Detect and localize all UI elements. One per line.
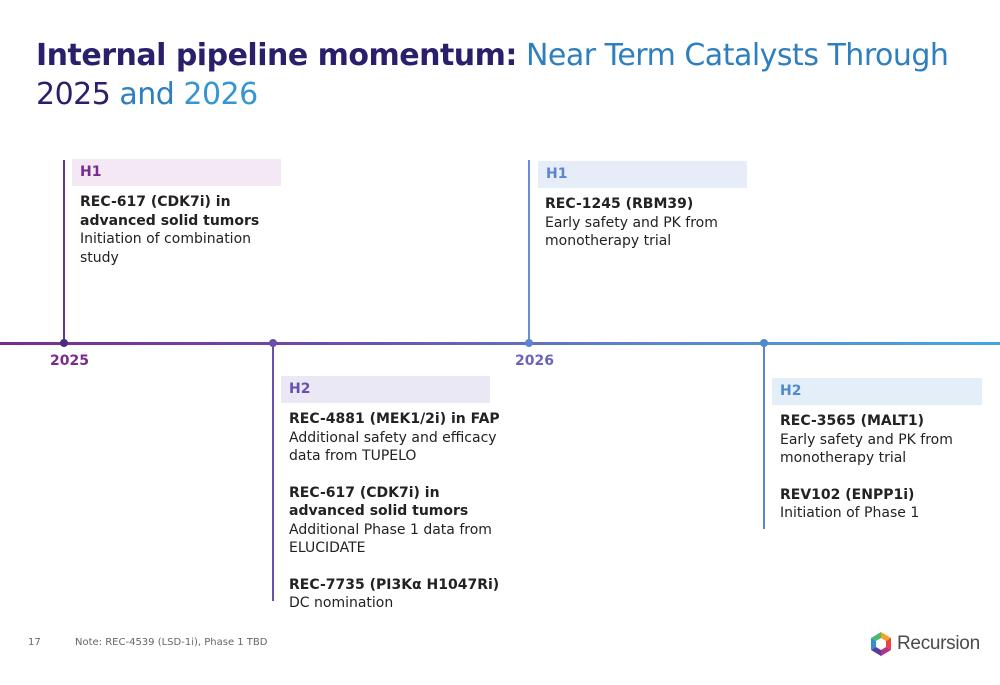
milestone-item: REC-1245 (RBM39) Early safety and PK fro… <box>545 195 745 251</box>
milestone-desc: Early safety and PK from monotherapy tri… <box>780 431 953 467</box>
timeline-axis <box>0 342 1000 345</box>
period-tag-h1-2025: H1 <box>72 159 281 186</box>
logo-text: Recursion <box>897 633 980 654</box>
milestone-desc: Initiation of combination study <box>80 231 252 266</box>
connector-h1-2025 <box>63 160 65 343</box>
connector-h2-2025 <box>272 343 274 601</box>
milestone-item: REC-617 (CDK7i) in advanced solid tumors… <box>289 484 504 558</box>
milestone-block-h1-2025: REC-617 (CDK7i) in advanced solid tumors… <box>80 193 280 267</box>
timeline-dot-h1-2025 <box>60 339 68 347</box>
milestone-item: REC-3565 (MALT1) Early safety and PK fro… <box>780 412 980 468</box>
page-title: Internal pipeline momentum: Near Term Ca… <box>36 36 966 114</box>
milestone-desc: Additional safety and efficacy data from… <box>289 429 497 465</box>
page-number: 17 <box>28 637 41 648</box>
milestone-desc: DC nomination <box>289 595 394 611</box>
milestone-title: REC-7735 (PI3Kα H1047Ri) <box>289 576 500 593</box>
period-tag-h1-2026: H1 <box>538 161 747 188</box>
milestone-block-h1-2026: REC-1245 (RBM39) Early safety and PK fro… <box>545 195 745 251</box>
milestone-desc: Early safety and PK from monotherapy tri… <box>545 214 718 250</box>
recursion-logo: Recursion <box>870 630 980 658</box>
title-year-2026: 2026 <box>183 77 258 112</box>
milestone-block-h2-2025: REC-4881 (MEK1/2i) in FAP Additional saf… <box>289 410 504 613</box>
year-label-2025: 2025 <box>50 353 89 369</box>
milestone-item: REC-617 (CDK7i) in advanced solid tumors… <box>80 193 280 267</box>
milestone-item: REC-7735 (PI3Kα H1047Ri) DC nomination <box>289 576 504 613</box>
year-label-2026: 2026 <box>515 353 554 369</box>
period-tag-h2-2025: H2 <box>281 376 490 403</box>
title-year-2025: 2025 <box>36 77 111 112</box>
milestone-item: REC-4881 (MEK1/2i) in FAP Additional saf… <box>289 410 504 466</box>
connector-h1-2026 <box>528 160 530 343</box>
hexagon-logo-icon <box>871 632 891 656</box>
timeline-dot-h1-2026 <box>525 339 533 347</box>
milestone-title: REC-3565 (MALT1) <box>780 413 925 429</box>
milestone-title: REC-4881 (MEK1/2i) in FAP <box>289 411 500 427</box>
connector-h2-2026 <box>763 343 765 529</box>
milestone-desc: Initiation of Phase 1 <box>780 505 920 521</box>
footer-note: Note: REC-4539 (LSD-1i), Phase 1 TBD <box>75 637 268 648</box>
milestone-item: REV102 (ENPP1i) Initiation of Phase 1 <box>780 486 980 523</box>
period-tag-h2-2026: H2 <box>772 378 982 405</box>
title-line1-rest: Near Term Catalysts Through <box>516 38 949 73</box>
timeline-dot-h2-2026 <box>760 339 768 347</box>
milestone-title: REC-617 (CDK7i) in advanced solid tumors <box>289 484 469 520</box>
milestone-title: REC-617 (CDK7i) in advanced solid tumors <box>80 194 260 229</box>
milestone-title: REC-1245 (RBM39) <box>545 196 694 212</box>
milestone-block-h2-2026: REC-3565 (MALT1) Early safety and PK fro… <box>780 412 980 523</box>
title-bold: Internal pipeline momentum: <box>36 38 517 73</box>
timeline-dot-h2-2025 <box>269 339 277 347</box>
title-and: and <box>110 77 184 112</box>
milestone-title: REV102 (ENPP1i) <box>780 486 915 503</box>
milestone-desc: Additional Phase 1 data from ELUCIDATE <box>289 521 492 557</box>
